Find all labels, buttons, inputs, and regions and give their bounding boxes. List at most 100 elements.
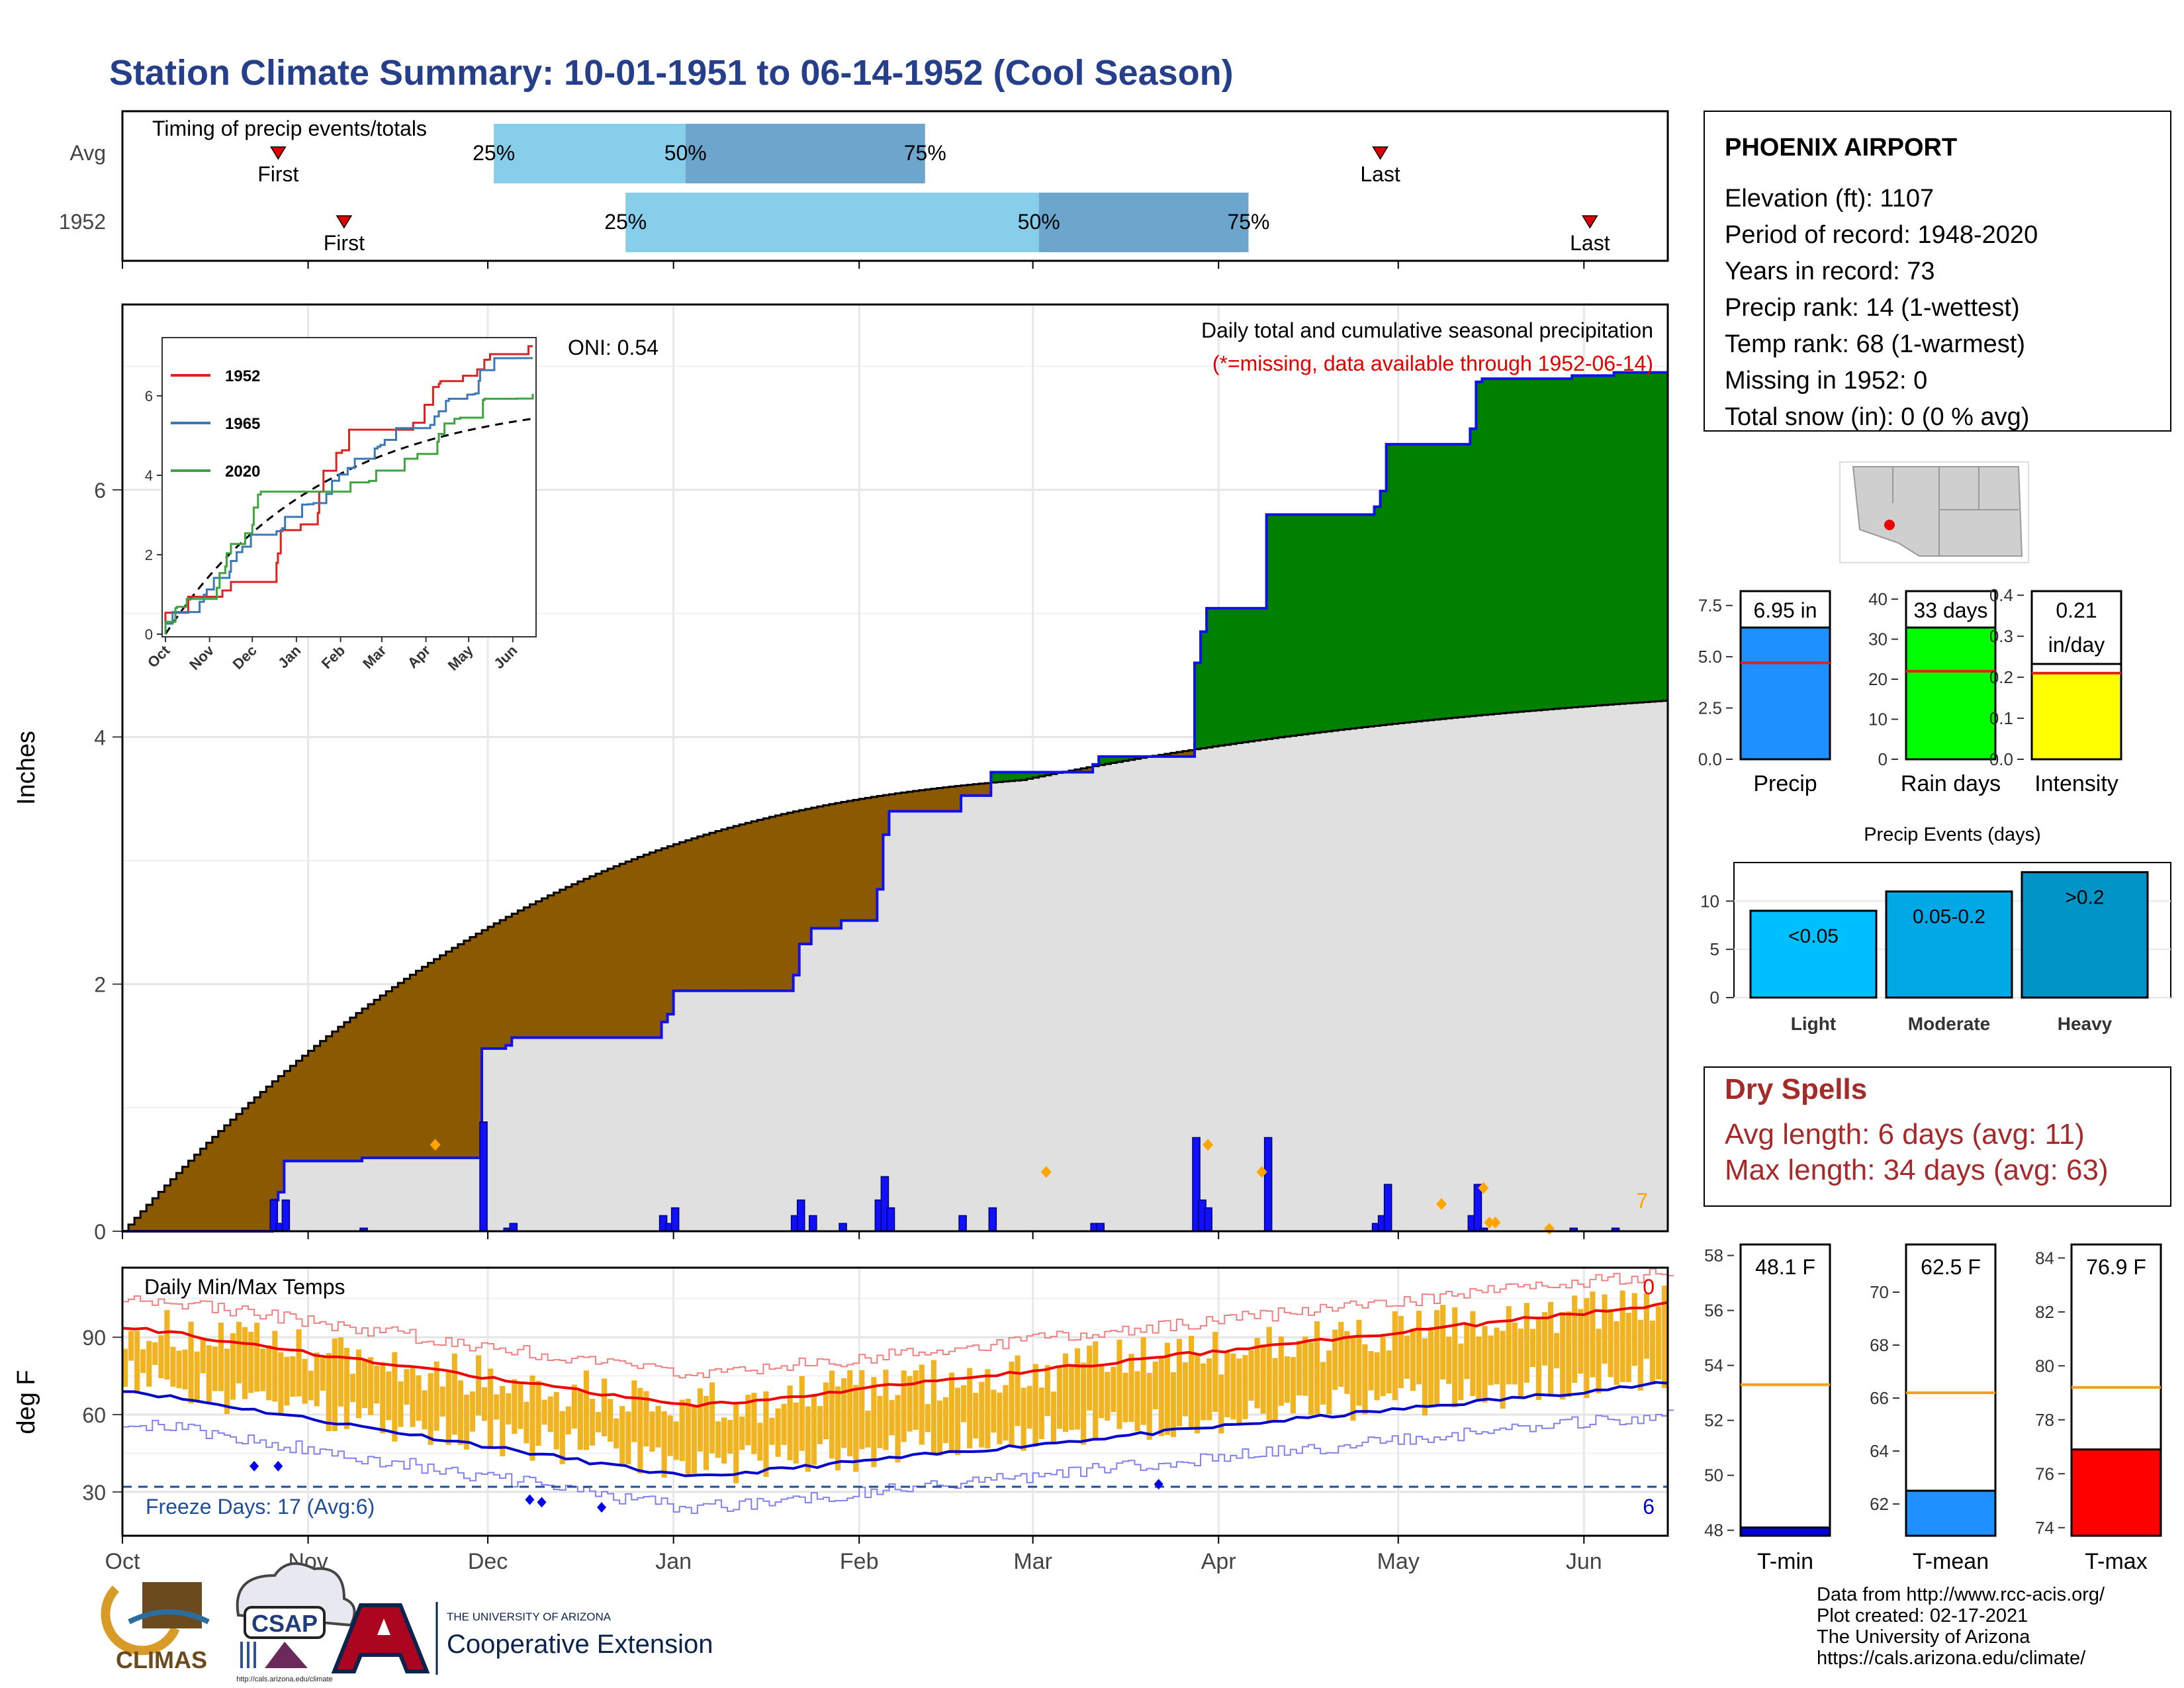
daily-temp-bar <box>212 1346 218 1391</box>
above-average-fill <box>1614 372 1621 704</box>
daily-temp-bar <box>745 1395 751 1446</box>
daily-temp-bar <box>805 1406 811 1472</box>
daily-temp-bar <box>691 1405 697 1474</box>
below-average-fill <box>1075 769 1081 773</box>
above-average-fill <box>1195 663 1201 749</box>
daily-temp-bar <box>1344 1331 1350 1394</box>
daily-temp-bar <box>500 1385 506 1456</box>
daily-temp-bar <box>404 1369 410 1405</box>
above-average-fill <box>1099 756 1105 765</box>
daily-temp-bar <box>355 1349 362 1419</box>
daily-temp-bar <box>469 1391 476 1432</box>
precip-ytick: 4 <box>94 726 106 749</box>
below-average-fill <box>194 1154 201 1231</box>
dry-spells-box: Dry Spells Avg length: 6 days (avg: 11) … <box>1704 1066 2171 1207</box>
daily-temp-bar <box>1056 1367 1063 1429</box>
summary-value-label: in/day <box>2048 633 2105 657</box>
below-average-fill <box>721 829 728 991</box>
record-marker <box>430 1139 441 1151</box>
above-average-fill <box>1344 514 1351 729</box>
daily-temp-bar <box>488 1368 494 1447</box>
daily-temp-bar <box>823 1382 829 1440</box>
above-average-fill <box>1602 375 1609 706</box>
daily-temp-bar <box>799 1376 805 1451</box>
daily-temp-bar <box>847 1370 853 1456</box>
summary-bar-name: Rain days <box>1901 771 2001 796</box>
footer-line: Data from http://www.rcc-acis.org/ <box>1817 1584 2105 1605</box>
below-average-fill <box>494 923 500 1049</box>
daily-temp-bar <box>1236 1358 1242 1425</box>
daily-precip-bar <box>839 1223 847 1232</box>
daily-temp-bar <box>919 1364 925 1445</box>
below-average-fill <box>422 966 429 1158</box>
precip-ytick: 2 <box>94 973 106 997</box>
ua-small-text: THE UNIVERSITY OF ARIZONA <box>447 1611 612 1623</box>
below-average-fill <box>254 1097 261 1231</box>
month-label: Jun <box>1566 1549 1602 1574</box>
temp-bar-ytick: 62 <box>1870 1494 1889 1514</box>
freeze-marker <box>525 1494 535 1505</box>
station-info-line: Period of record: 1948-2020 <box>1725 221 2038 249</box>
below-average-fill <box>404 978 411 1158</box>
daily-precip-bar <box>1204 1207 1212 1232</box>
month-label: Jan <box>655 1549 692 1574</box>
daily-temp-bar <box>679 1399 685 1462</box>
below-average-fill <box>475 933 482 1158</box>
below-average-fill <box>332 1031 339 1161</box>
below-average-fill <box>583 878 590 1038</box>
daily-temp-bar <box>1619 1290 1625 1382</box>
events-ytick: 0 <box>1710 988 1719 1008</box>
below-average-fill <box>739 824 746 991</box>
daily-temp-bar <box>829 1370 835 1459</box>
daily-temp-bar <box>931 1360 936 1454</box>
above-average-fill <box>1032 772 1040 778</box>
daily-temp-bar <box>1260 1344 1266 1414</box>
temp-bar-ytick: 58 <box>1704 1246 1723 1266</box>
above-average-fill <box>1038 772 1046 776</box>
above-average-fill <box>1021 772 1028 780</box>
daily-temp-bar <box>871 1377 877 1468</box>
below-average-fill <box>715 831 722 991</box>
daily-precip-bar <box>670 1207 680 1232</box>
daily-temp-bar <box>182 1349 188 1390</box>
below-average-fill <box>805 808 812 944</box>
above-average-fill <box>1619 372 1627 704</box>
below-average-fill <box>691 838 698 991</box>
daily-temp-bar <box>1068 1366 1075 1430</box>
daily-temp-bar <box>1643 1293 1649 1359</box>
above-average-fill <box>1260 608 1267 740</box>
below-average-fill <box>859 798 866 921</box>
below-average-fill <box>463 940 471 1158</box>
daily-temp-bar <box>727 1419 733 1454</box>
below-average-fill <box>445 951 453 1158</box>
temp-bar-ytick: 76 <box>2035 1464 2054 1483</box>
above-average-fill <box>1500 379 1507 714</box>
climatology-fill <box>122 700 1668 1231</box>
below-average-fill <box>140 1211 147 1231</box>
below-average-fill <box>685 840 692 991</box>
daily-temp-bar <box>506 1393 512 1425</box>
daily-temp-bar <box>1038 1387 1044 1439</box>
daily-temp-bar <box>368 1357 374 1415</box>
daily-temp-bar <box>991 1389 997 1433</box>
daily-temp-bar <box>913 1370 919 1430</box>
daily-temp-bar <box>1188 1335 1195 1429</box>
summary-ytick: 0 <box>1878 749 1888 769</box>
above-average-fill <box>1242 608 1250 743</box>
above-average-fill <box>1404 444 1411 723</box>
daily-temp-bar <box>1506 1306 1512 1385</box>
daily-temp-bar <box>559 1411 565 1464</box>
inset-legend-label: 2020 <box>225 463 260 481</box>
below-average-fill <box>242 1108 249 1231</box>
daily-precip-bar <box>988 1207 997 1232</box>
below-average-fill <box>308 1051 315 1161</box>
daily-temp-bar <box>1410 1328 1416 1391</box>
above-average-fill <box>1494 379 1501 714</box>
below-average-fill <box>973 784 979 796</box>
daily-temp-bar <box>308 1370 314 1401</box>
below-average-fill <box>529 904 537 1038</box>
events-title: Precip Events (days) <box>1864 824 2041 845</box>
daily-temp-bar <box>541 1399 547 1425</box>
